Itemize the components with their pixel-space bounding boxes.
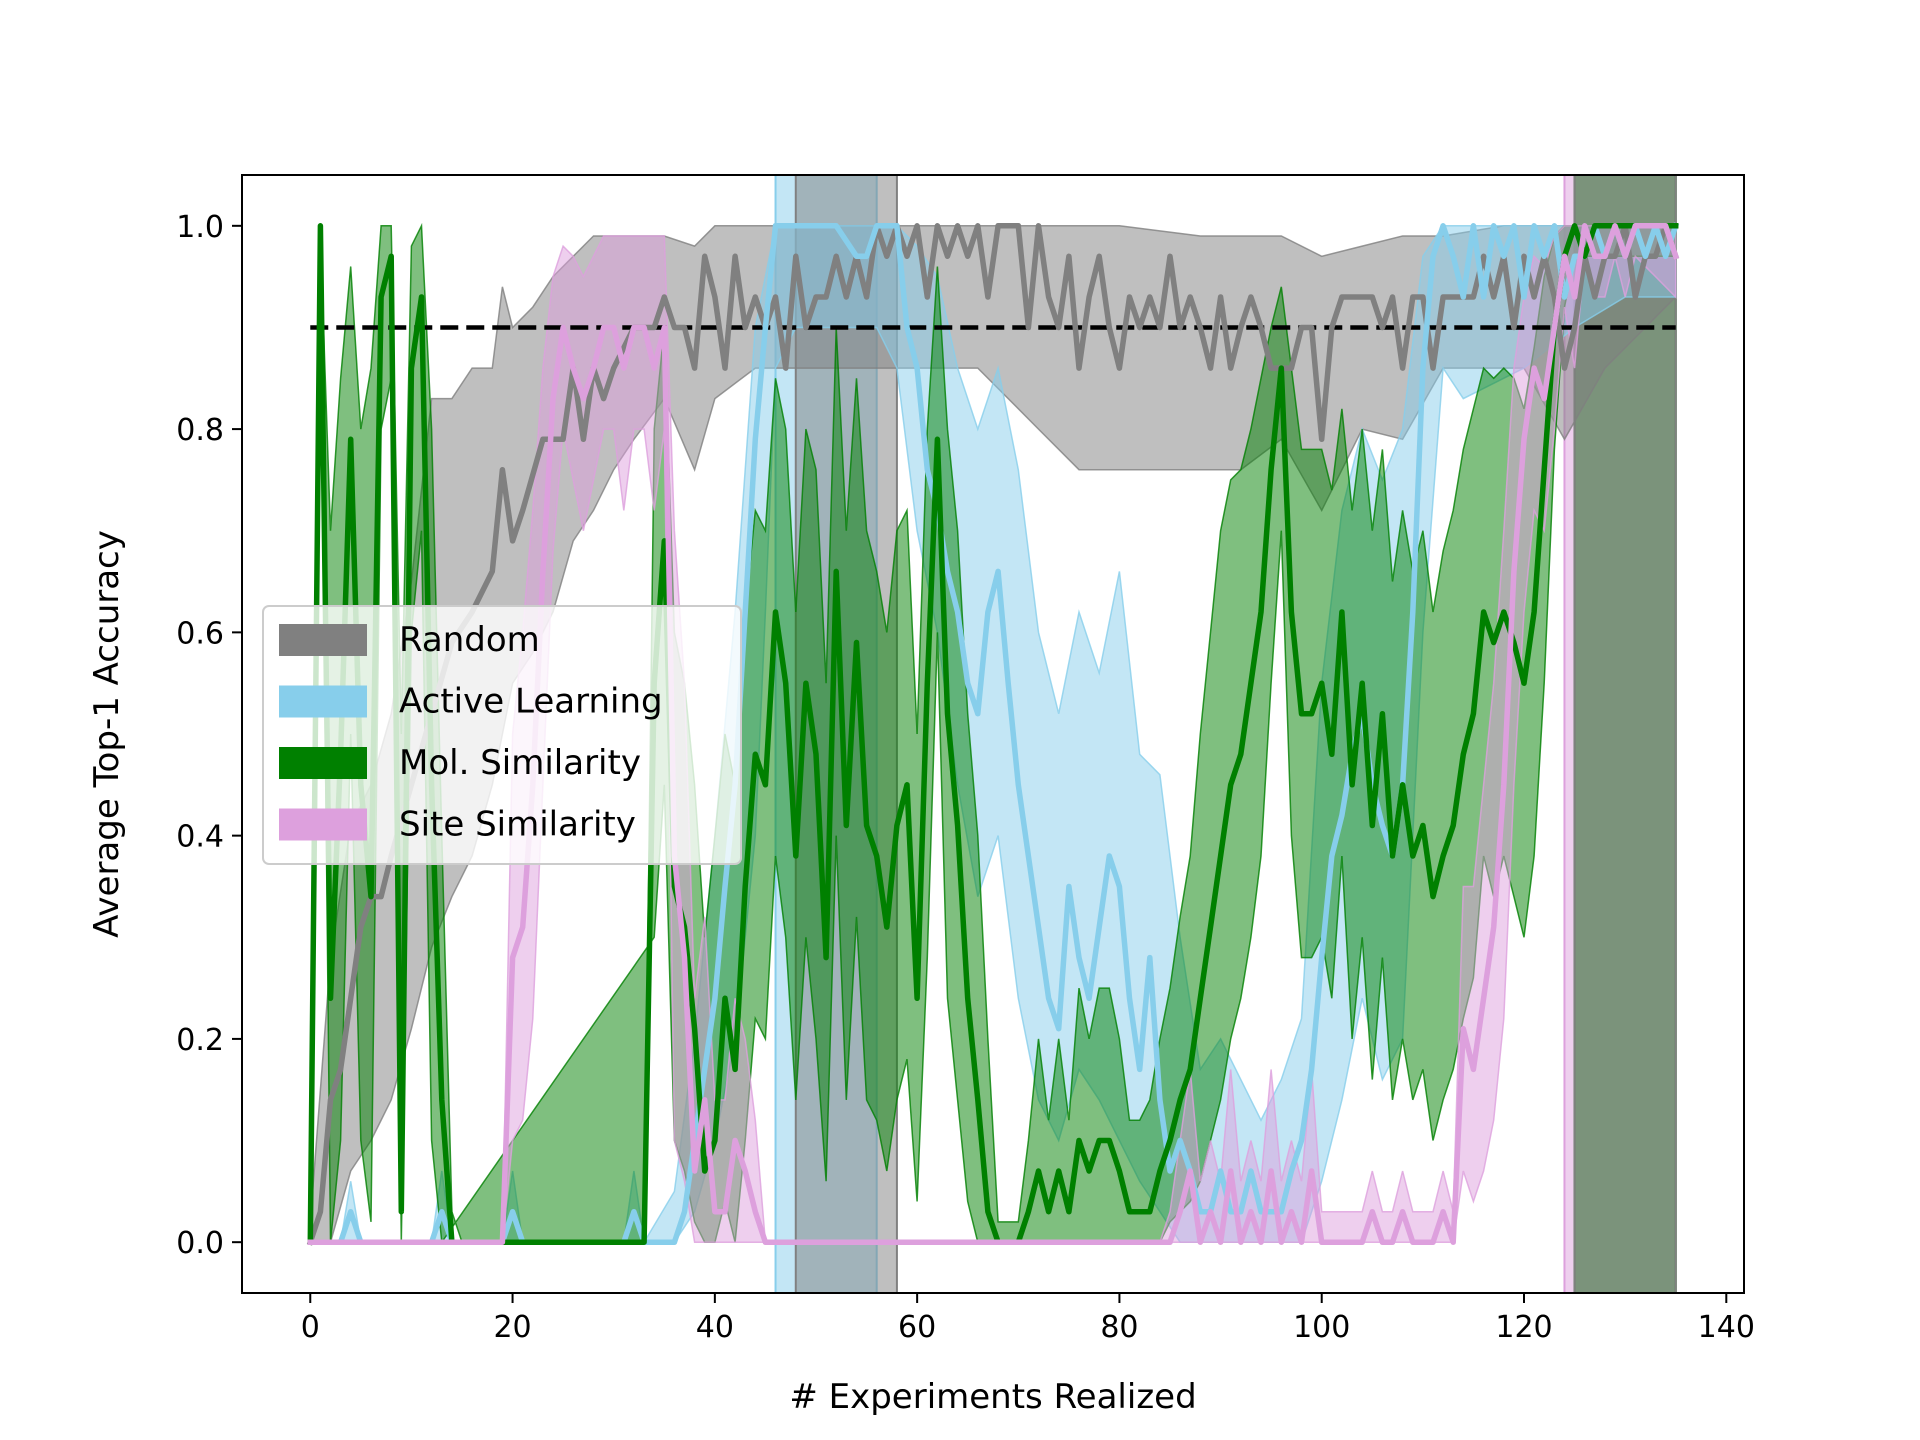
y-tick-label-3: 0.6 xyxy=(176,616,224,651)
x-tick-label-4: 80 xyxy=(1100,1310,1138,1345)
legend-swatch-2 xyxy=(279,747,367,779)
x-tick-label-3: 60 xyxy=(898,1310,936,1345)
legend-swatch-0 xyxy=(279,624,367,656)
legend-swatch-3 xyxy=(279,808,367,841)
x-tick-label-7: 140 xyxy=(1698,1310,1755,1345)
legend: Random Active Learning Mol. Similarity Site… xyxy=(262,605,742,865)
y-tick-label-5: 1.0 xyxy=(176,210,224,245)
confidence-bands xyxy=(309,222,1677,1245)
series-line-2 xyxy=(307,223,1679,1245)
x-tick-label-6: 120 xyxy=(1495,1310,1552,1345)
y-tick-label-2: 0.4 xyxy=(176,820,224,855)
legend-label-1: Active Learning xyxy=(399,682,663,722)
y-tick-label-4: 0.8 xyxy=(176,413,224,448)
legend-entries: Random Active Learning Mol. Similarity Site… xyxy=(279,620,663,845)
x-tick-label-1: 20 xyxy=(493,1310,531,1345)
plot-frame xyxy=(241,174,1745,1294)
y-axis-ticks: 0.0 0.2 0.4 0.6 0.8 1.0 xyxy=(176,210,242,1261)
series-lines xyxy=(306,222,1680,1246)
legend-swatch-1 xyxy=(279,685,367,718)
band-2 xyxy=(309,222,1677,1245)
series-line-3 xyxy=(307,223,1680,1245)
x-tick-label-0: 0 xyxy=(301,1310,320,1345)
y-tick-label-1: 0.2 xyxy=(176,1023,224,1058)
x-tick-label-5: 100 xyxy=(1293,1310,1350,1345)
x-axis-ticks: 0 20 40 60 80 100 120 140 xyxy=(301,1293,1755,1345)
legend-frame xyxy=(262,605,742,865)
x-tick-label-2: 40 xyxy=(696,1310,734,1345)
legend-label-3: Site Similarity xyxy=(399,805,636,845)
x-axis-label: # Experiments Realized xyxy=(789,1377,1196,1417)
y-tick-label-0: 0.0 xyxy=(176,1226,224,1261)
y-axis-label: Average Top-1 Accuracy xyxy=(87,530,127,938)
legend-label-2: Mol. Similarity xyxy=(399,743,641,783)
legend-label-0: Random xyxy=(399,620,540,660)
